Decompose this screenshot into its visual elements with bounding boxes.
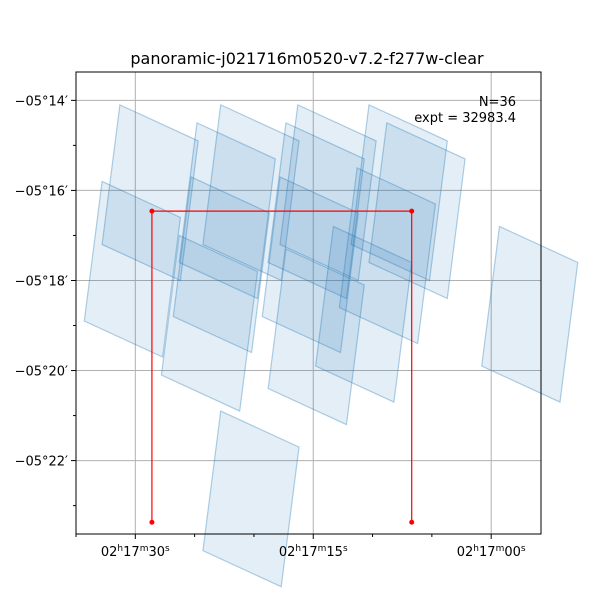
- x-tick-label: 02h17m00s: [457, 544, 526, 560]
- detector-footprint: [279, 103, 377, 282]
- detector-footprint: [202, 103, 300, 282]
- detector-footprint: [481, 225, 579, 403]
- detector-footprint: [202, 410, 300, 588]
- y-tick-label: −05°14′: [15, 94, 68, 109]
- outline-vertex: [149, 208, 155, 214]
- detector-footprint: [350, 103, 448, 282]
- detector-footprint: [261, 176, 359, 354]
- detector-footprint: [160, 234, 259, 412]
- axes-frame: [75, 71, 542, 535]
- y-tick-label: −05°16′: [15, 184, 68, 199]
- detector-footprint: [83, 180, 182, 358]
- x-tick-label: 02h17m15s: [279, 544, 348, 560]
- exposure-time: expt = 32983.4: [414, 111, 516, 126]
- y-tick-labels: −05°14′ −05°16′ −05°18′ −05°20′ −05°22′: [15, 94, 68, 469]
- tick-marks: [71, 99, 492, 539]
- y-tick-label: −05°20′: [15, 365, 68, 380]
- y-tick-label: −05°22′: [15, 455, 68, 470]
- x-tick-label: 02h17m30s: [101, 544, 170, 560]
- exposure-count: N=36: [479, 95, 516, 110]
- plot-area: 02h17m30s 02h17m15s 02h17m00s −05°14′−05°1…: [15, 71, 579, 588]
- y-tick-label: −05°18′: [15, 274, 68, 289]
- detector-footprint: [172, 176, 271, 354]
- grid-lines: [76, 72, 541, 534]
- footprints-layer: [83, 103, 579, 588]
- x-tick-labels: 02h17m30s 02h17m15s 02h17m00s: [101, 544, 526, 560]
- outline-vertex: [149, 519, 155, 525]
- detector-footprint: [368, 121, 466, 300]
- outline-vertex: [409, 208, 415, 214]
- outline-path: [151, 210, 413, 523]
- detector-footprint: [267, 248, 365, 426]
- detector-footprint: [101, 103, 199, 282]
- detector-footprint: [314, 225, 413, 403]
- chart-title: panoramic-j021716m0520-v7.2-f277w-clear: [130, 49, 484, 68]
- axes-background: [76, 72, 541, 534]
- pointing-outline: [149, 208, 415, 525]
- outline-vertex: [409, 519, 415, 525]
